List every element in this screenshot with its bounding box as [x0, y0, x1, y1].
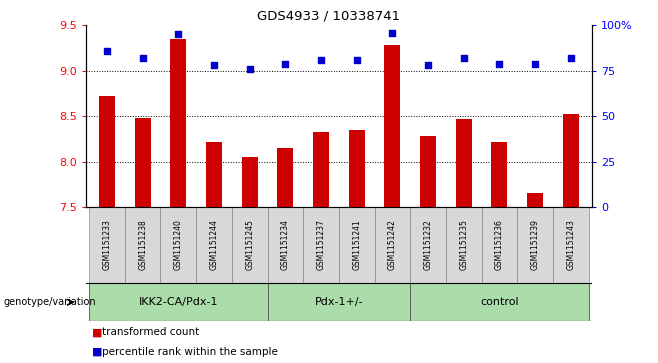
Text: GSM1151233: GSM1151233	[103, 220, 111, 270]
Text: GSM1151236: GSM1151236	[495, 220, 504, 270]
Bar	[553, 207, 589, 283]
Bar	[268, 207, 303, 283]
Text: control: control	[480, 297, 519, 307]
Point	[209, 62, 219, 68]
Bar	[527, 193, 543, 207]
Text: GSM1151235: GSM1151235	[459, 220, 468, 270]
Point	[494, 61, 505, 66]
Bar	[339, 207, 374, 283]
Text: GSM1151237: GSM1151237	[316, 220, 326, 270]
Point	[351, 57, 362, 63]
Bar	[492, 142, 507, 207]
Text: GSM1151239: GSM1151239	[530, 220, 540, 270]
Bar	[277, 148, 293, 207]
Point	[138, 55, 148, 61]
Bar	[384, 45, 401, 207]
Point	[102, 48, 113, 54]
Text: transformed count: transformed count	[102, 327, 199, 337]
Text: IKK2-CA/Pdx-1: IKK2-CA/Pdx-1	[139, 297, 218, 307]
Text: genotype/variation: genotype/variation	[3, 297, 96, 307]
Text: percentile rank within the sample: percentile rank within the sample	[102, 347, 278, 357]
Point	[387, 30, 397, 36]
Bar	[517, 207, 553, 283]
Text: GSM1151238: GSM1151238	[138, 220, 147, 270]
Text: GSM1151243: GSM1151243	[567, 220, 575, 270]
Text: GSM1151244: GSM1151244	[209, 220, 218, 270]
Bar	[374, 207, 410, 283]
Bar	[135, 118, 151, 207]
Text: GSM1151241: GSM1151241	[352, 220, 361, 270]
Text: Pdx-1+/-: Pdx-1+/-	[315, 297, 363, 307]
Point	[316, 57, 326, 63]
Point	[244, 66, 255, 72]
Point	[280, 61, 291, 66]
Bar	[446, 207, 482, 283]
Bar	[303, 207, 339, 283]
Bar	[456, 119, 472, 207]
Bar	[232, 207, 268, 283]
Bar	[170, 39, 186, 207]
Text: GSM1151240: GSM1151240	[174, 220, 183, 270]
Bar	[89, 283, 268, 321]
Bar	[313, 132, 329, 207]
Bar	[125, 207, 161, 283]
Bar	[196, 207, 232, 283]
Bar	[241, 157, 258, 207]
Bar	[268, 283, 410, 321]
Text: ■: ■	[92, 347, 103, 357]
Text: GSM1151234: GSM1151234	[281, 220, 290, 270]
Bar	[420, 136, 436, 207]
Point	[423, 62, 434, 68]
Point	[459, 55, 469, 61]
Bar	[349, 130, 365, 207]
Point	[530, 61, 540, 66]
Text: GSM1151232: GSM1151232	[424, 220, 432, 270]
Bar	[206, 142, 222, 207]
Bar	[410, 207, 446, 283]
Text: GSM1151242: GSM1151242	[388, 220, 397, 270]
Bar	[410, 283, 589, 321]
Text: GSM1151245: GSM1151245	[245, 220, 254, 270]
Bar	[161, 207, 196, 283]
Bar	[563, 114, 579, 207]
Bar	[89, 207, 125, 283]
Bar	[99, 96, 115, 207]
Text: GDS4933 / 10338741: GDS4933 / 10338741	[257, 9, 401, 22]
Point	[565, 55, 576, 61]
Point	[173, 32, 184, 37]
Text: ■: ■	[92, 327, 103, 337]
Bar	[482, 207, 517, 283]
